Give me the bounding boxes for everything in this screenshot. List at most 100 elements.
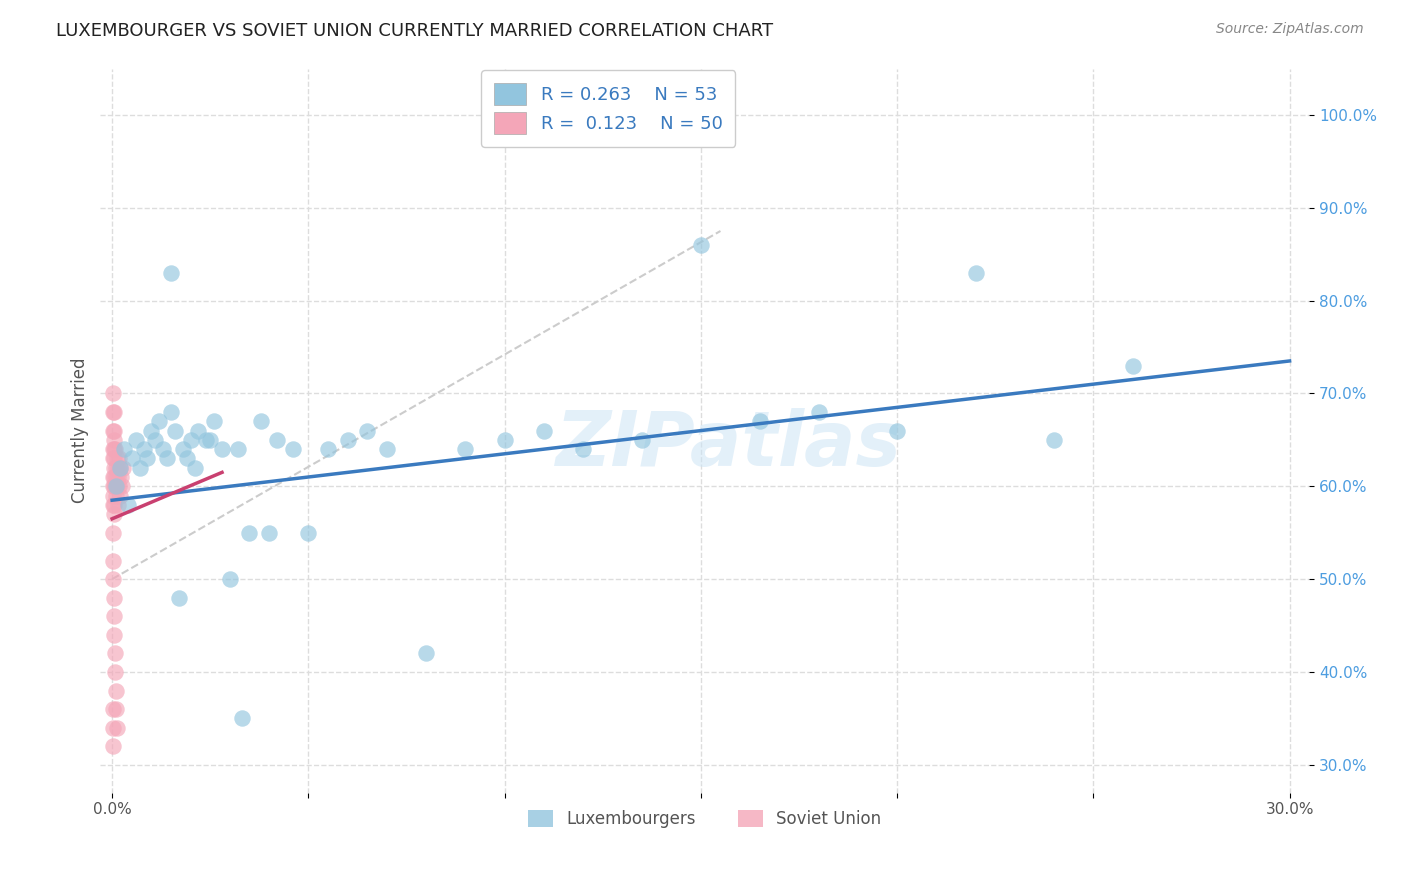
Point (105, 489, 128, 503)
Point (103, 591, 125, 605)
Point (689, 238, 711, 252)
Point (218, 572, 240, 586)
Point (107, 460, 129, 475)
Point (107, 498, 129, 512)
Point (167, 591, 190, 605)
Point (356, 424, 378, 438)
Point (121, 451, 143, 466)
Point (101, 451, 124, 466)
Point (172, 442, 194, 457)
Point (108, 460, 131, 475)
Point (101, 479, 124, 493)
Point (965, 266, 987, 280)
Point (111, 479, 134, 493)
Point (180, 433, 202, 447)
Point (266, 433, 288, 447)
Point (110, 470, 132, 484)
Point (886, 424, 908, 438)
Point (141, 424, 163, 438)
Point (572, 442, 595, 457)
Point (107, 470, 129, 484)
Point (101, 386, 124, 401)
Point (105, 479, 128, 493)
Point (103, 442, 125, 457)
Point (202, 414, 225, 428)
Point (105, 470, 128, 484)
Point (105, 479, 128, 493)
Point (101, 553, 124, 567)
Point (103, 405, 125, 419)
Point (1122, 359, 1144, 373)
Point (454, 442, 477, 457)
Point (112, 460, 135, 475)
Point (103, 489, 125, 503)
Point (148, 414, 170, 428)
Point (105, 721, 128, 735)
Point (108, 460, 131, 475)
Point (415, 647, 437, 661)
Point (136, 451, 159, 466)
Point (195, 433, 218, 447)
Point (103, 609, 125, 624)
Point (104, 665, 127, 679)
Point (183, 460, 205, 475)
Point (132, 442, 155, 457)
Point (187, 424, 209, 438)
Point (103, 424, 125, 438)
Point (375, 442, 398, 457)
Point (128, 460, 150, 475)
Point (143, 433, 166, 447)
Point (631, 433, 654, 447)
Point (103, 572, 125, 586)
Point (250, 414, 273, 428)
Point (103, 424, 125, 438)
Point (103, 451, 125, 466)
Point (101, 470, 124, 484)
Point (200, 433, 222, 447)
Point (336, 433, 359, 447)
Point (748, 414, 770, 428)
Text: LUXEMBOURGER VS SOVIET UNION CURRENTLY MARRIED CORRELATION CHART: LUXEMBOURGER VS SOVIET UNION CURRENTLY M… (56, 22, 773, 40)
Point (103, 498, 125, 512)
Point (108, 489, 131, 503)
Point (160, 405, 183, 419)
Point (494, 433, 516, 447)
Point (108, 479, 131, 493)
Point (117, 498, 139, 512)
Point (104, 479, 127, 493)
Point (101, 721, 124, 735)
Point (104, 442, 127, 457)
Point (103, 479, 125, 493)
Point (281, 442, 304, 457)
Point (103, 628, 125, 642)
Point (104, 683, 127, 698)
Point (101, 739, 124, 754)
Point (112, 442, 135, 457)
Text: ZIPatlas: ZIPatlas (555, 408, 903, 482)
Y-axis label: Currently Married: Currently Married (72, 358, 89, 503)
Point (152, 442, 174, 457)
Point (226, 442, 249, 457)
Point (807, 405, 830, 419)
Point (104, 460, 127, 475)
Point (231, 711, 253, 725)
Point (533, 424, 555, 438)
Point (156, 451, 179, 466)
Point (257, 525, 280, 540)
Point (124, 433, 146, 447)
Point (160, 266, 183, 280)
Point (1043, 433, 1066, 447)
Text: Source: ZipAtlas.com: Source: ZipAtlas.com (1216, 22, 1364, 37)
Point (105, 451, 128, 466)
Point (101, 525, 124, 540)
Point (211, 442, 233, 457)
Point (297, 525, 319, 540)
Point (163, 424, 186, 438)
Point (238, 525, 260, 540)
Point (103, 433, 125, 447)
Point (103, 460, 125, 475)
Point (107, 451, 129, 466)
Point (104, 647, 127, 661)
Point (103, 470, 125, 484)
Point (103, 702, 125, 716)
